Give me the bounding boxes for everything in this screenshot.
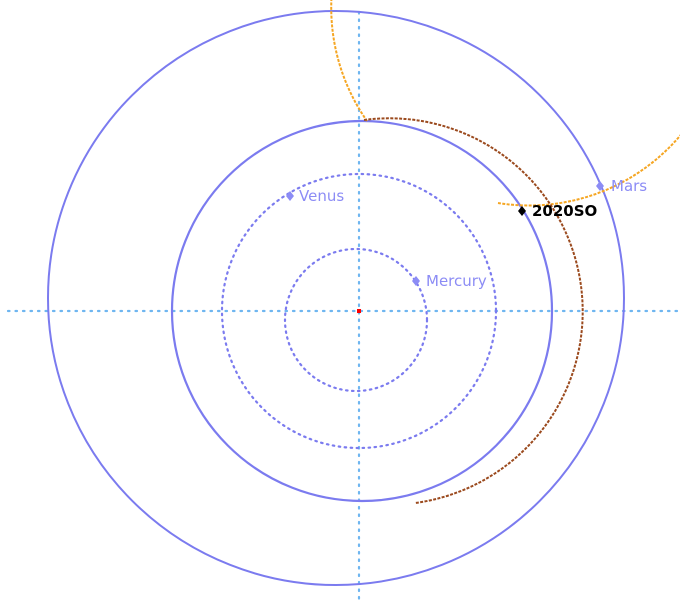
mercury-marker (412, 276, 420, 286)
venus-marker (286, 191, 294, 201)
2020so-trajectory-inner (330, 0, 680, 207)
mars-marker (596, 181, 604, 191)
mars-orbit (47, 10, 625, 586)
2020so-marker (518, 206, 526, 216)
venus-label: Venus (299, 187, 344, 205)
mercury-label: Mercury (426, 272, 487, 290)
mercury-orbit (283, 247, 429, 393)
sun-marker (357, 309, 361, 313)
venus-orbit (220, 172, 498, 450)
2020so-trajectory-outer (363, 117, 584, 504)
mars-label: Mars (611, 177, 647, 195)
2020so-label: 2020SO (532, 202, 597, 220)
earth-orbit (170, 119, 554, 503)
